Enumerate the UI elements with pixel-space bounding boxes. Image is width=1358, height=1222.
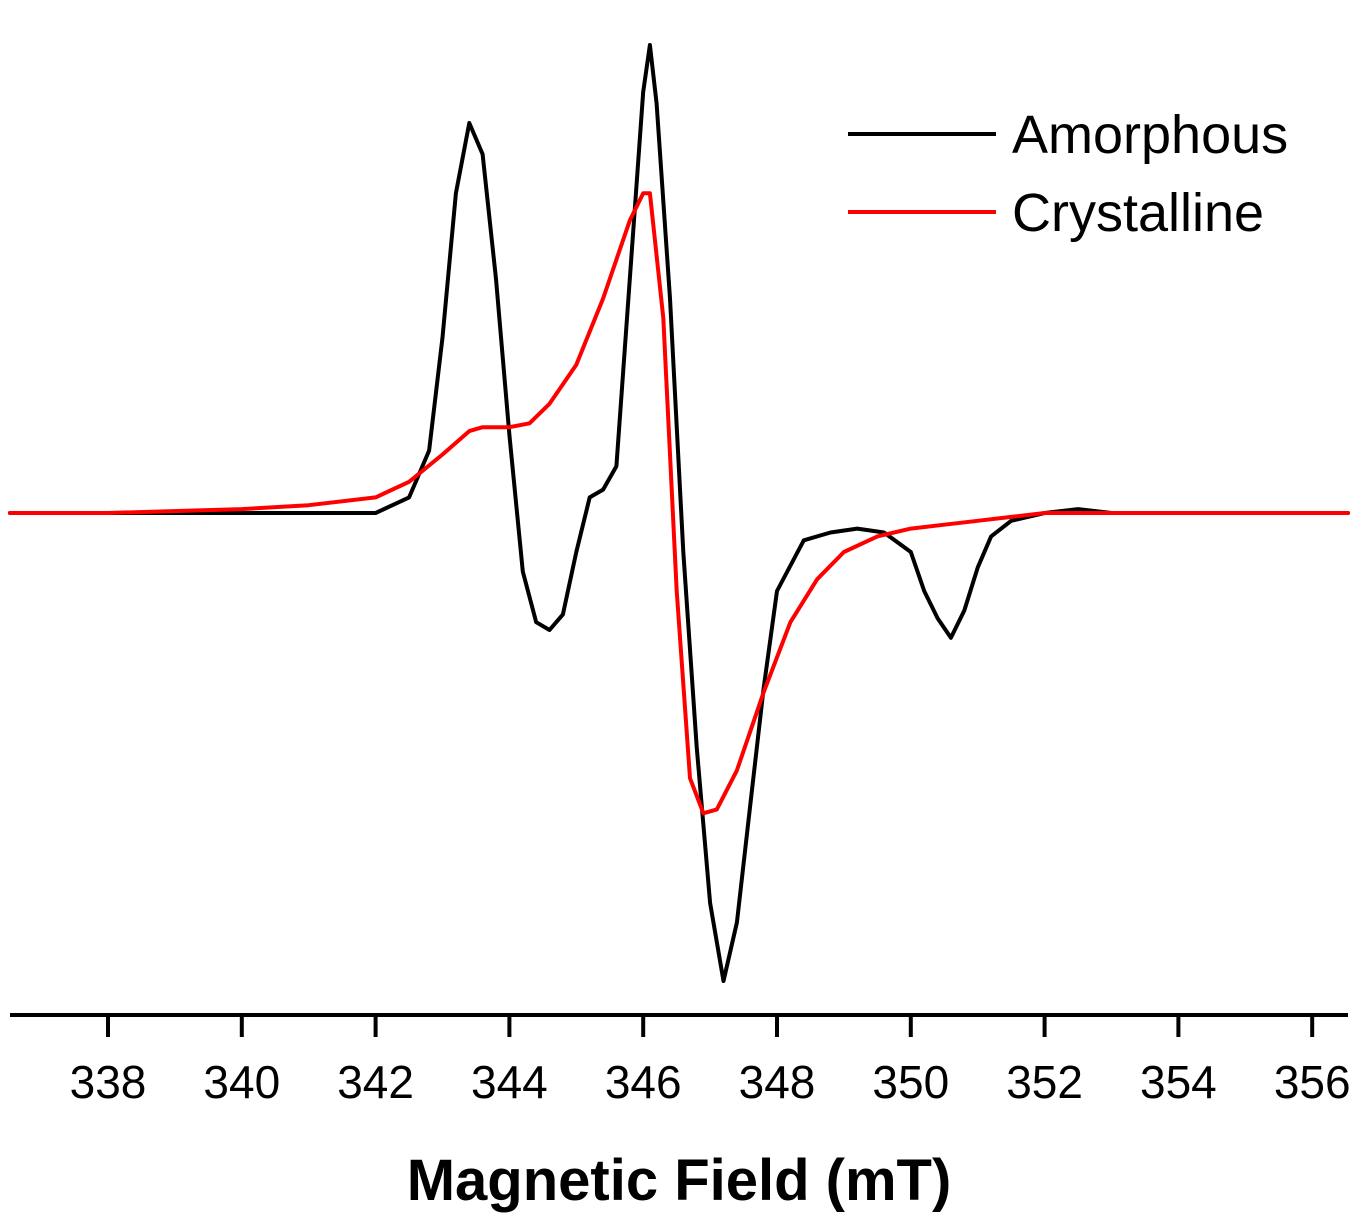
x-tick-label: 340 [203, 1056, 280, 1108]
x-tick-label: 338 [70, 1056, 147, 1108]
x-tick-label: 348 [739, 1056, 816, 1108]
series-layer [8, 43, 1350, 983]
series-line-amorphous [8, 43, 1350, 983]
legend-label-amorphous: Amorphous [1012, 105, 1288, 165]
x-tick-label: 356 [1274, 1056, 1351, 1108]
x-tick-label: 354 [1140, 1056, 1217, 1108]
x-tick-label: 342 [337, 1056, 414, 1108]
x-axis-title: Magnetic Field (mT) [407, 1148, 952, 1213]
legend-label-crystalline: Crystalline [1012, 183, 1264, 243]
x-tick-label: 350 [872, 1056, 949, 1108]
x-tick-label: 344 [471, 1056, 548, 1108]
x-tick-label: 346 [605, 1056, 682, 1108]
series-line-crystalline [8, 191, 1350, 816]
legend: Amorphous Crystalline [848, 105, 1288, 243]
x-tick-label: 352 [1006, 1056, 1083, 1108]
x-axis-ticks: 338 340 342 344 346 348 350 352 354 356 [70, 1015, 1351, 1108]
